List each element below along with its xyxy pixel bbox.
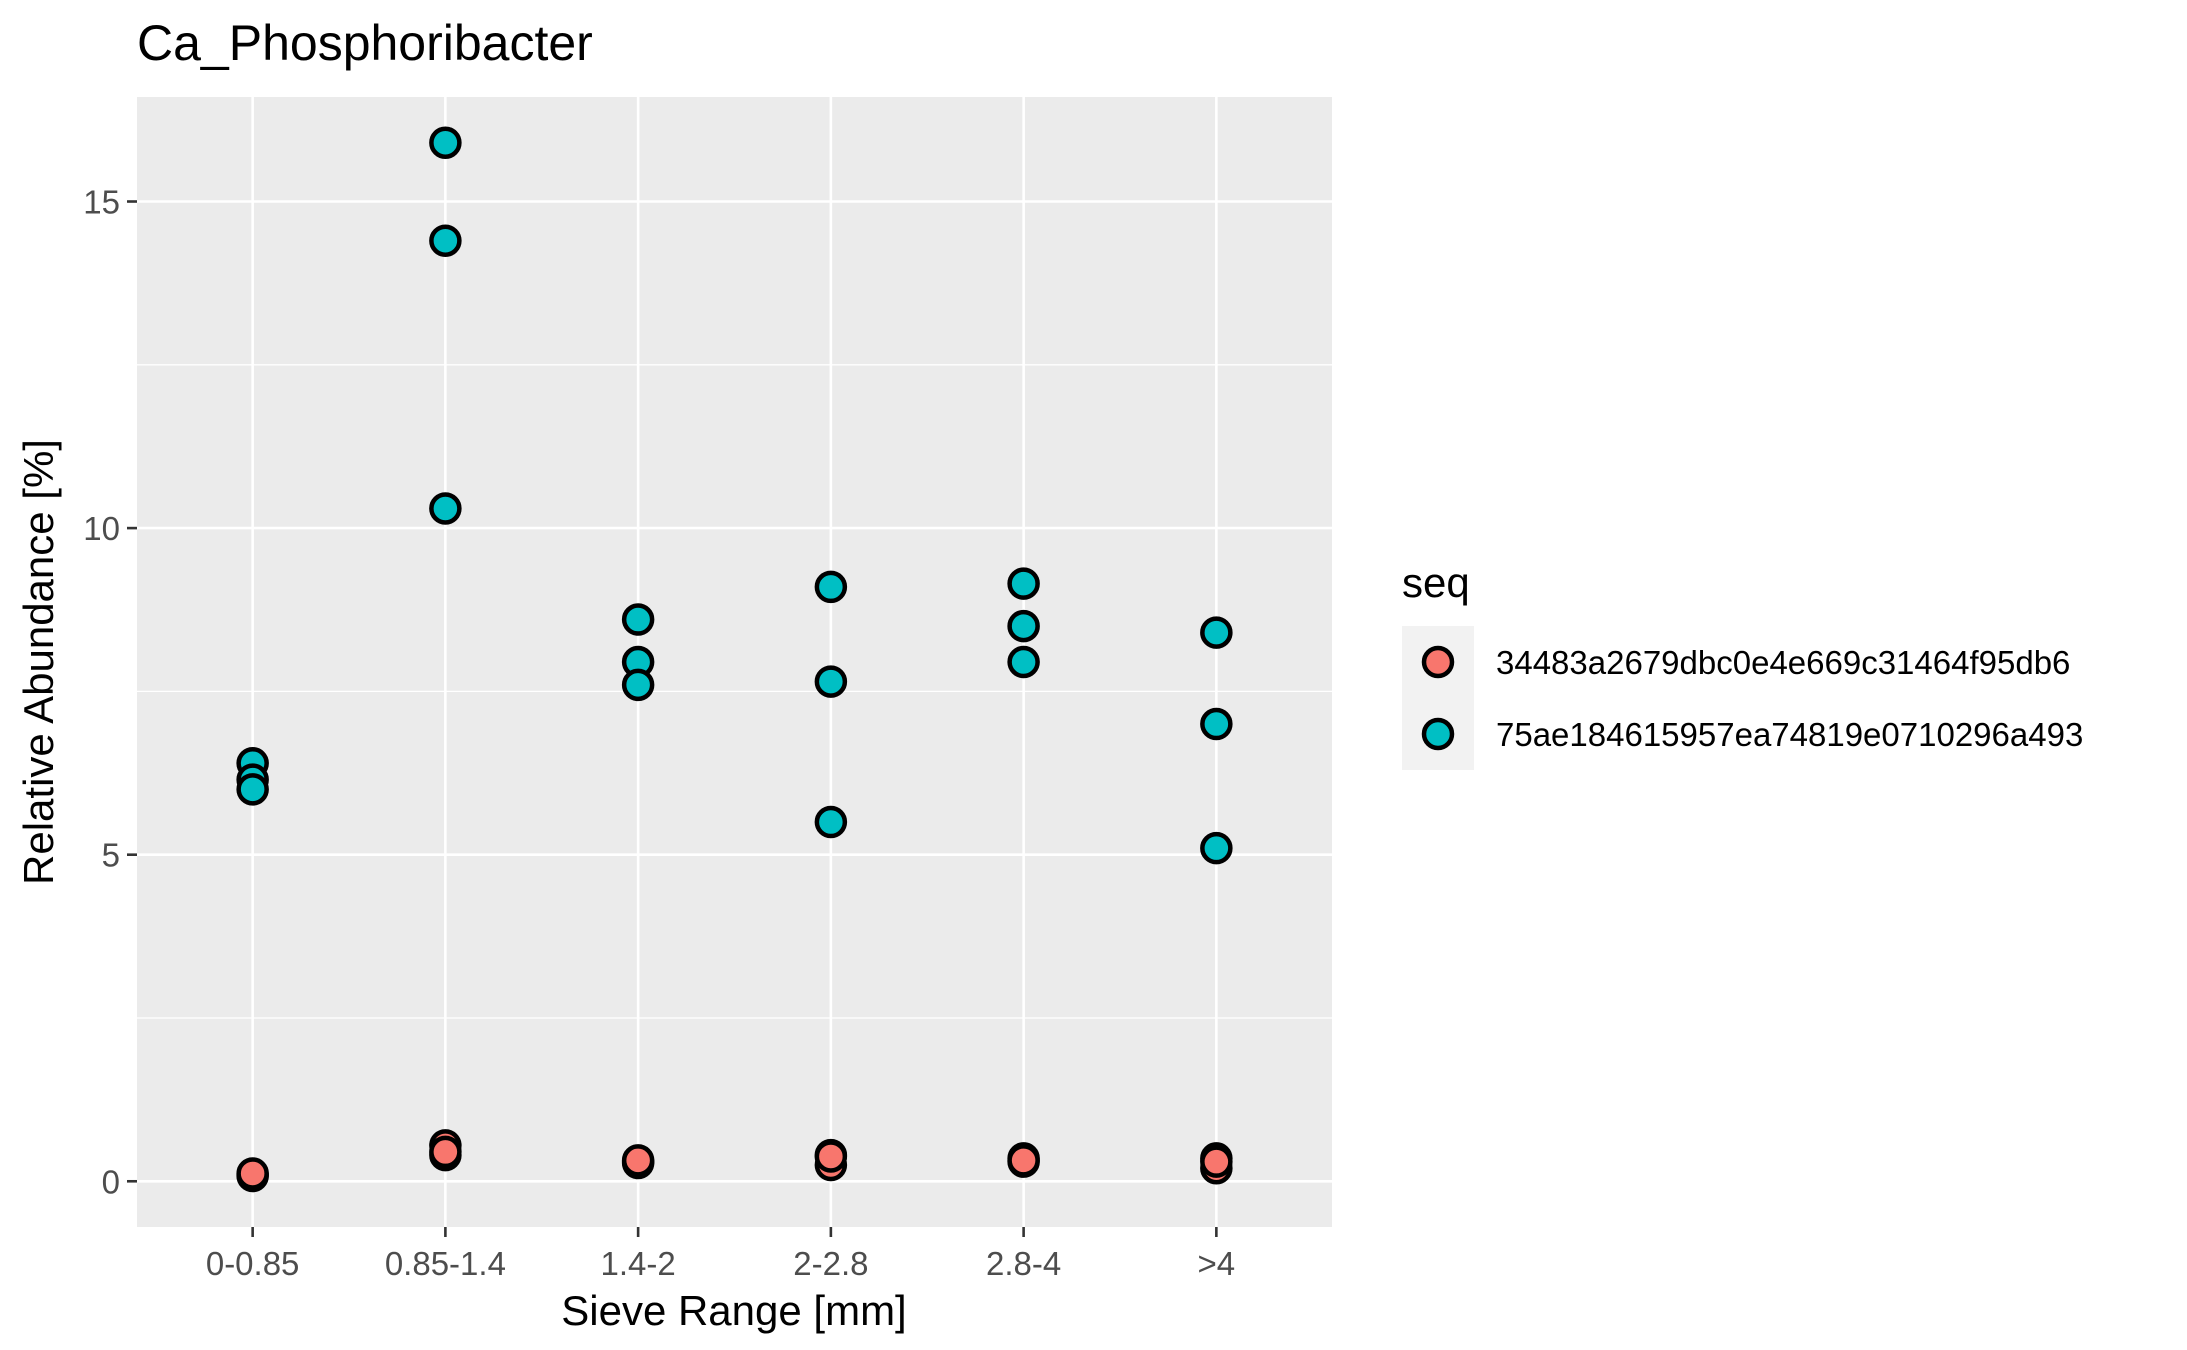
- x-axis-title: Sieve Range [mm]: [561, 1287, 906, 1334]
- x-tick-label: 2-2.8: [793, 1245, 868, 1282]
- y-tick-label: 15: [83, 184, 120, 221]
- minor-gridlines: [137, 364, 1332, 1019]
- legend: seq 34483a2679dbc0e4e669c31464f95db6 75ae…: [1402, 559, 2083, 770]
- data-point-series-1: [1007, 1144, 1040, 1177]
- data-point-series-2: [1200, 616, 1233, 649]
- x-tick-label: 0-0.85: [206, 1245, 300, 1282]
- data-point-series-1: [814, 1140, 848, 1173]
- data-point-series-2: [236, 773, 269, 806]
- major-gridlines: [137, 97, 1332, 1227]
- y-tick-label: 5: [102, 837, 120, 874]
- legend-key-1: [1421, 645, 1455, 679]
- legend-title: seq: [1402, 559, 1470, 606]
- data-point-series-2: [621, 668, 655, 702]
- x-axis: 0-0.85 0.85-1.4 1.4-2 2-2.8 2.8-4 >4: [206, 1227, 1235, 1282]
- data-point-series-1: [236, 1157, 269, 1190]
- x-tick-label: 0.85-1.4: [385, 1245, 506, 1282]
- data-point-series-1: [621, 1144, 655, 1177]
- legend-key-2: [1421, 717, 1455, 751]
- data-point-series-2: [814, 570, 848, 604]
- data-point-series-2: [1200, 707, 1233, 741]
- data-point-series-2: [814, 665, 848, 698]
- data-point-series-2: [429, 224, 462, 257]
- data-point-series-2: [1007, 609, 1040, 643]
- data-point-series-1: [1200, 1145, 1233, 1178]
- legend-label-1: 34483a2679dbc0e4e669c31464f95db6: [1496, 644, 2070, 681]
- data-point-series-2: [1007, 645, 1040, 679]
- y-tick-label: 0: [102, 1163, 120, 1200]
- y-axis: 0 5 10 15: [83, 184, 137, 1200]
- data-point-series-2: [1200, 831, 1233, 865]
- chart-title: Ca_Phosphoribacter: [137, 15, 593, 71]
- x-tick-label: 1.4-2: [601, 1245, 676, 1282]
- y-tick-label: 10: [83, 510, 120, 547]
- x-tick-label: >4: [1198, 1245, 1236, 1282]
- x-tick-label: 2.8-4: [986, 1245, 1061, 1282]
- plot-panel: [137, 97, 1332, 1227]
- data-point-series-2: [1007, 567, 1040, 600]
- data-point-series-2: [621, 603, 655, 636]
- data-points: [236, 126, 1233, 1193]
- legend-label-2: 75ae184615957ea74819e0710296a493: [1496, 716, 2083, 753]
- data-point-series-2: [814, 805, 848, 839]
- legend-items: 34483a2679dbc0e4e669c31464f95db6 75ae1846…: [1402, 626, 2083, 770]
- data-point-series-2: [429, 492, 462, 525]
- data-point-series-1: [429, 1135, 462, 1169]
- y-axis-title: Relative Abundance [%]: [15, 439, 62, 885]
- data-point-series-2: [429, 126, 462, 159]
